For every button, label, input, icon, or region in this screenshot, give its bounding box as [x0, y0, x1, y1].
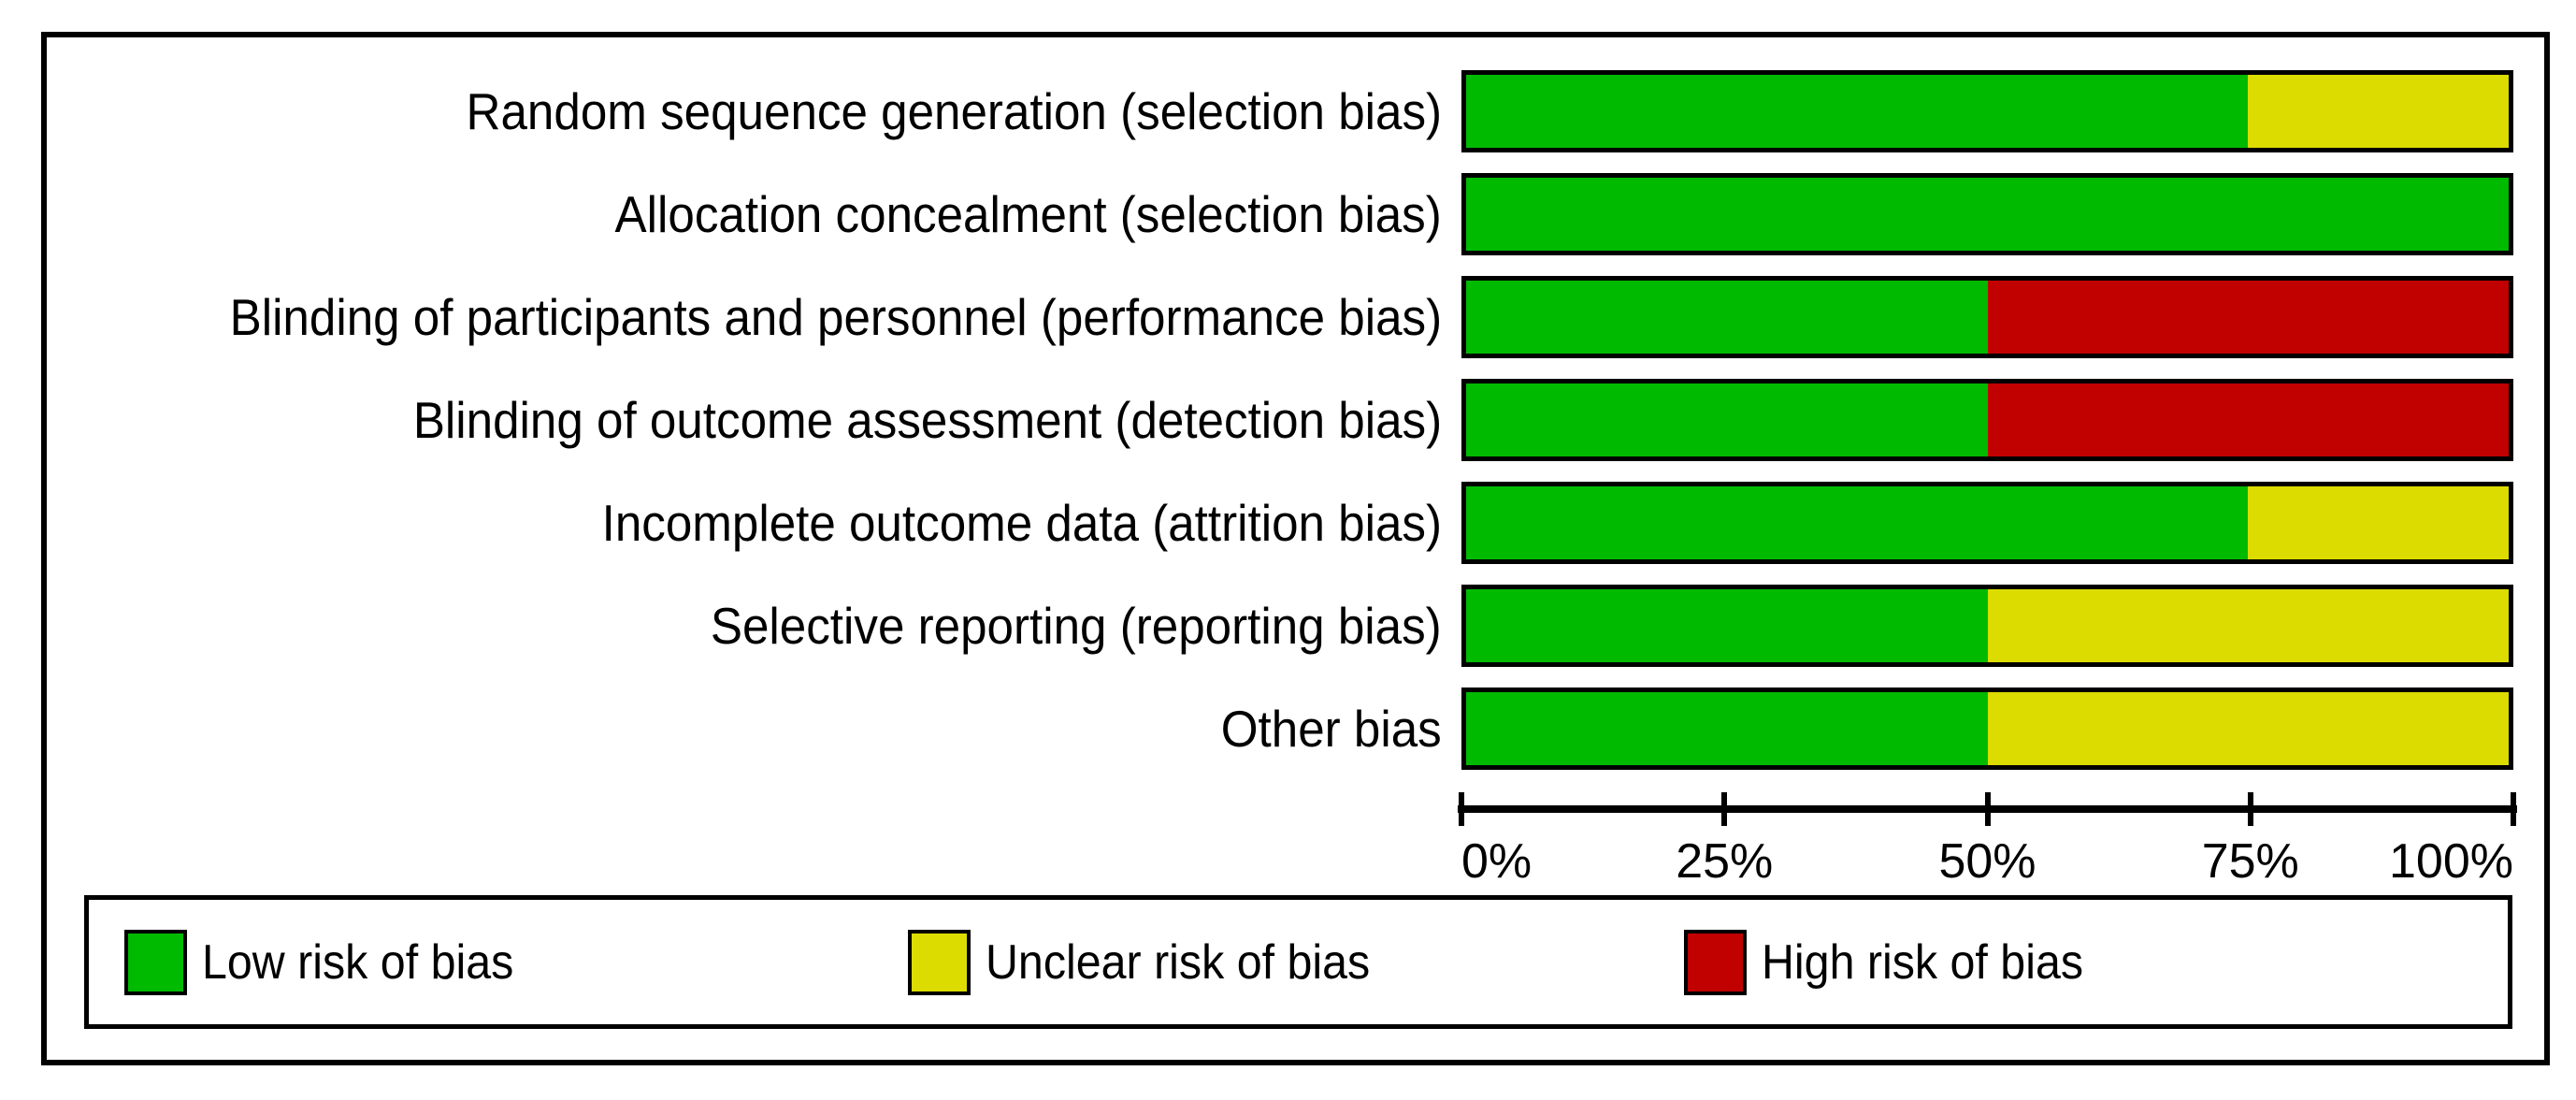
bar-segment-unclear-risk-of-bias — [2248, 75, 2509, 148]
stacked-bar — [1461, 585, 2513, 667]
bar-segment-low-risk-of-bias — [1466, 178, 2509, 251]
bias-domain-label: Incomplete outcome data (attrition bias) — [47, 493, 1461, 552]
stacked-bar — [1461, 379, 2513, 461]
legend-item-unclear-risk-of-bias: Unclear risk of bias — [908, 929, 1399, 995]
x-axis-tick-label: 100% — [2389, 834, 2513, 889]
bar-segment-unclear-risk-of-bias — [2248, 486, 2509, 559]
legend-label-text: Low risk of bias — [202, 934, 514, 990]
x-axis-tick — [1984, 792, 1991, 826]
bar-segment-low-risk-of-bias — [1466, 589, 1988, 662]
legend-label-text: High risk of bias — [1762, 934, 2084, 990]
bias-domain-label: Blinding of outcome assessment (detectio… — [47, 390, 1461, 449]
bias-domain-label: Random sequence generation (selection bi… — [47, 81, 1461, 140]
bias-domain-label-text: Allocation concealment (selection bias) — [614, 184, 1442, 243]
bias-domain-label-text: Other bias — [1221, 699, 1442, 758]
x-axis-tick — [1459, 792, 1464, 826]
stacked-bar — [1461, 70, 2513, 152]
legend-box: Low risk of bias Unclear risk of bias High… — [84, 895, 2512, 1029]
bias-domain-row: Blinding of outcome assessment (detectio… — [47, 379, 2544, 461]
legend-label: Low risk of bias — [202, 938, 537, 987]
x-axis-tick-label: 75% — [2201, 834, 2299, 889]
bar-segment-low-risk-of-bias — [1466, 75, 2249, 148]
stacked-bar — [1461, 688, 2513, 770]
x-axis-tick-label: 0% — [1461, 834, 1533, 889]
legend-label: Unclear risk of bias — [986, 938, 1399, 987]
bias-domain-row: Random sequence generation (selection bi… — [47, 70, 2544, 152]
bias-domain-label-text: Incomplete outcome data (attrition bias) — [601, 493, 1442, 552]
stacked-bar — [1461, 173, 2513, 255]
legend-item-high-risk-of-bias: High risk of bias — [1684, 929, 2108, 995]
legend-color-swatch-unclear-risk-of-bias — [908, 929, 971, 995]
bias-domain-row: Other bias — [47, 688, 2544, 770]
bar-segment-low-risk-of-bias — [1466, 692, 1988, 765]
x-axis-tick — [1721, 792, 1728, 826]
bias-domain-label-text: Random sequence generation (selection bi… — [466, 81, 1442, 140]
bar-segment-unclear-risk-of-bias — [1987, 692, 2509, 765]
stacked-bar — [1461, 276, 2513, 358]
bias-domain-label-text: Blinding of outcome assessment (detectio… — [412, 390, 1442, 449]
bar-segment-unclear-risk-of-bias — [1987, 589, 2509, 662]
bias-domain-row: Allocation concealment (selection bias) — [47, 173, 2544, 255]
risk-of-bias-graph-frame: Random sequence generation (selection bi… — [41, 32, 2550, 1065]
x-axis: 0% 25% 50% 75% 100% — [1458, 792, 2517, 923]
bar-segment-low-risk-of-bias — [1466, 384, 1988, 456]
x-axis-tick — [2511, 792, 2516, 826]
bar-rows: Random sequence generation (selection bi… — [47, 70, 2544, 790]
x-axis-tick — [2247, 792, 2253, 826]
bias-domain-label-text: Blinding of participants and personnel (… — [229, 287, 1442, 346]
x-axis-tick-label: 25% — [1676, 834, 1774, 889]
bias-domain-row: Blinding of participants and personnel (… — [47, 276, 2544, 358]
legend-label: High risk of bias — [1762, 938, 2108, 987]
bias-domain-label: Other bias — [47, 699, 1461, 758]
legend-color-swatch-high-risk-of-bias — [1684, 929, 1747, 995]
bias-domain-label: Selective reporting (reporting bias) — [47, 596, 1461, 655]
legend-label-text: Unclear risk of bias — [986, 934, 1371, 990]
legend-color-swatch-low-risk-of-bias — [124, 929, 187, 995]
bias-domain-label: Allocation concealment (selection bias) — [47, 184, 1461, 243]
stacked-bar — [1461, 482, 2513, 564]
bias-domain-row: Incomplete outcome data (attrition bias) — [47, 482, 2544, 564]
x-axis-tick-label: 50% — [1938, 834, 2036, 889]
bias-domain-label: Blinding of participants and personnel (… — [47, 287, 1461, 346]
bar-segment-high-risk-of-bias — [1987, 384, 2509, 456]
legend-item-low-risk-of-bias: Low risk of bias — [124, 929, 537, 995]
bar-segment-high-risk-of-bias — [1987, 281, 2509, 354]
bias-domain-label-text: Selective reporting (reporting bias) — [711, 596, 1442, 655]
bias-domain-row: Selective reporting (reporting bias) — [47, 585, 2544, 667]
bar-segment-low-risk-of-bias — [1466, 486, 2249, 559]
bar-segment-low-risk-of-bias — [1466, 281, 1988, 354]
